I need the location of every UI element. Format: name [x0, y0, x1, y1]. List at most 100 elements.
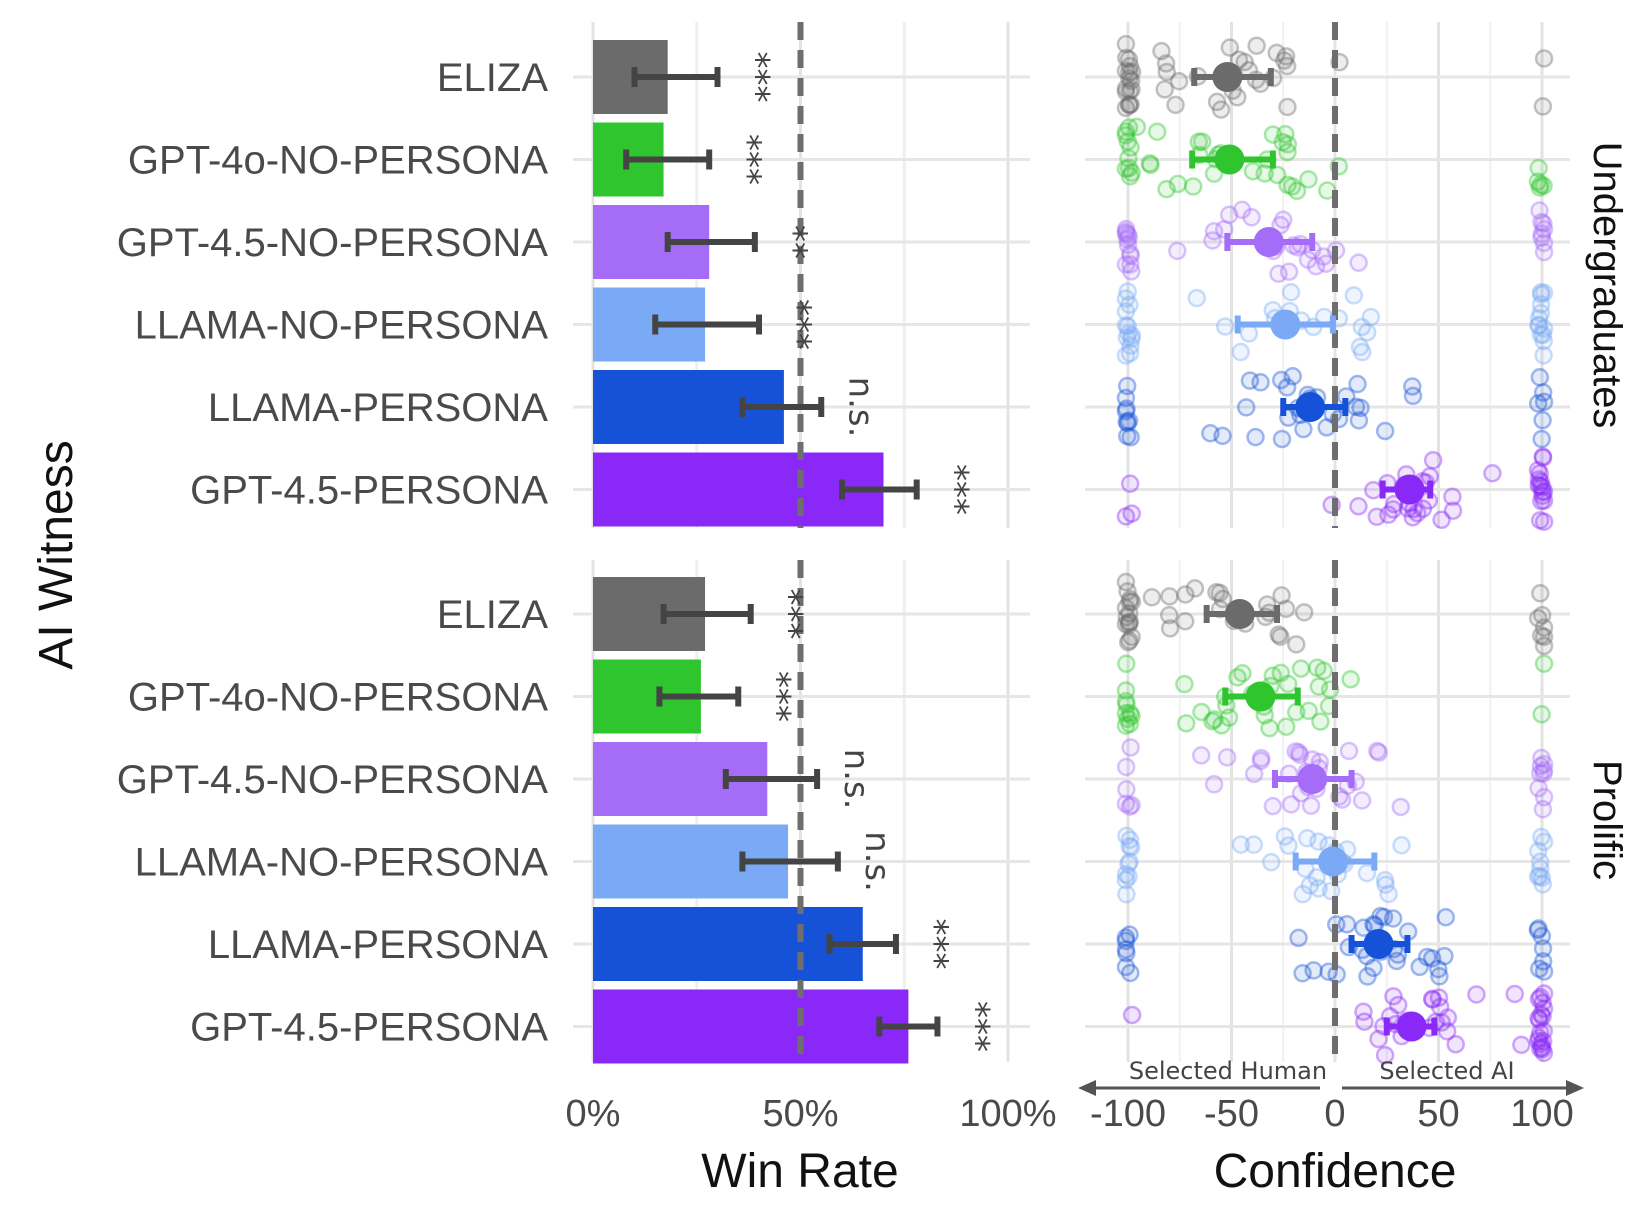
response-point: [1294, 419, 1313, 439]
response-point: [1289, 743, 1308, 762]
response-point: [1531, 325, 1551, 344]
response-point: [1122, 262, 1141, 281]
response-point: [1532, 926, 1552, 946]
mean-point: [1295, 392, 1326, 422]
response-point: [1387, 951, 1406, 971]
response-point: [1263, 796, 1283, 816]
response-point: [1349, 411, 1369, 430]
response-point: [1189, 132, 1209, 152]
response-point: [1532, 212, 1551, 232]
response-point: [1160, 587, 1179, 606]
response-point: [1413, 499, 1433, 519]
response-point: [1120, 925, 1139, 944]
response-point: [1534, 214, 1553, 233]
response-point: [1301, 796, 1321, 815]
response-point: [1282, 177, 1302, 196]
category-label: GPT-4o-NO-PERSONA: [128, 139, 548, 183]
response-point: [1235, 52, 1254, 72]
response-point: [1116, 159, 1136, 178]
x-tick-label: 50%: [762, 1093, 838, 1135]
response-point: [1261, 852, 1281, 872]
response-point: [1422, 989, 1442, 1009]
response-point: [1175, 674, 1194, 694]
significance-label: ***: [915, 919, 955, 970]
x-tick-label: 100%: [959, 1093, 1056, 1135]
response-point: [1534, 627, 1554, 647]
response-point: [1168, 241, 1187, 261]
response-point: [1379, 505, 1398, 524]
response-point: [1534, 482, 1554, 501]
response-point: [1116, 716, 1136, 735]
response-point: [1116, 346, 1136, 365]
mean-point: [1270, 309, 1301, 340]
x-axis-title-confidence: Confidence: [1214, 1145, 1457, 1198]
response-point: [1219, 708, 1239, 727]
response-point: [1117, 654, 1136, 674]
response-point: [1388, 995, 1408, 1015]
response-point: [1236, 398, 1256, 417]
response-point: [1142, 588, 1162, 607]
response-point: [1314, 247, 1333, 266]
response-point: [1383, 909, 1403, 928]
axis-tick-labels: 0% 50% 100% -100 -50 0 50 100: [566, 1093, 1574, 1135]
response-point: [1281, 282, 1301, 302]
response-point: [1267, 165, 1287, 185]
response-point: [1384, 494, 1404, 514]
response-point: [1277, 378, 1297, 397]
response-point: [1533, 448, 1553, 467]
response-point: [1269, 625, 1288, 644]
response-point: [1176, 714, 1196, 733]
response-point: [1291, 659, 1311, 678]
response-point: [1120, 592, 1139, 611]
response-point: [1534, 764, 1553, 783]
response-point: [1278, 97, 1297, 117]
response-point: [1293, 963, 1312, 983]
response-point: [1375, 870, 1395, 890]
response-point: [1531, 626, 1551, 645]
response-point: [1120, 830, 1140, 849]
response-point: [1534, 242, 1554, 262]
response-point: [1300, 876, 1320, 895]
response-point: [1243, 162, 1263, 181]
response-point: [1281, 795, 1301, 814]
response-point: [1117, 426, 1137, 446]
mean-point: [1212, 62, 1243, 92]
significance-label: n.s.: [840, 377, 880, 438]
response-point: [1276, 124, 1295, 144]
response-point: [1116, 757, 1136, 777]
response-point: [1116, 219, 1136, 239]
response-point: [1423, 450, 1443, 470]
response-point: [1122, 627, 1141, 647]
response-point: [1528, 608, 1548, 628]
response-point: [1529, 778, 1548, 798]
response-point: [1204, 775, 1224, 794]
response-point: [1436, 907, 1456, 927]
response-point: [1358, 967, 1377, 986]
response-point: [1532, 827, 1551, 847]
response-point: [1534, 787, 1554, 807]
response-point: [1119, 854, 1138, 874]
response-point: [1533, 799, 1553, 819]
response-point: [1530, 201, 1549, 220]
x-axis-title-win-rate: Win Rate: [701, 1145, 898, 1198]
response-point: [1532, 224, 1552, 244]
response-point: [1119, 615, 1139, 635]
response-point: [1530, 852, 1550, 872]
response-point: [1429, 959, 1448, 979]
response-point: [1251, 373, 1270, 392]
response-point: [1512, 1035, 1531, 1055]
response-point: [1357, 863, 1377, 883]
response-point: [1532, 868, 1552, 888]
response-point: [1534, 618, 1554, 637]
mean-point: [1317, 846, 1348, 877]
response-point: [1534, 654, 1554, 673]
response-point: [1308, 658, 1327, 677]
response-point: [1283, 366, 1303, 386]
response-point: [1116, 34, 1136, 54]
response-point: [1116, 122, 1136, 141]
response-point: [1119, 613, 1139, 632]
response-point: [1531, 859, 1550, 878]
significance-label: n.s.: [836, 749, 876, 810]
response-point: [1533, 477, 1552, 497]
response-point: [1533, 447, 1552, 466]
